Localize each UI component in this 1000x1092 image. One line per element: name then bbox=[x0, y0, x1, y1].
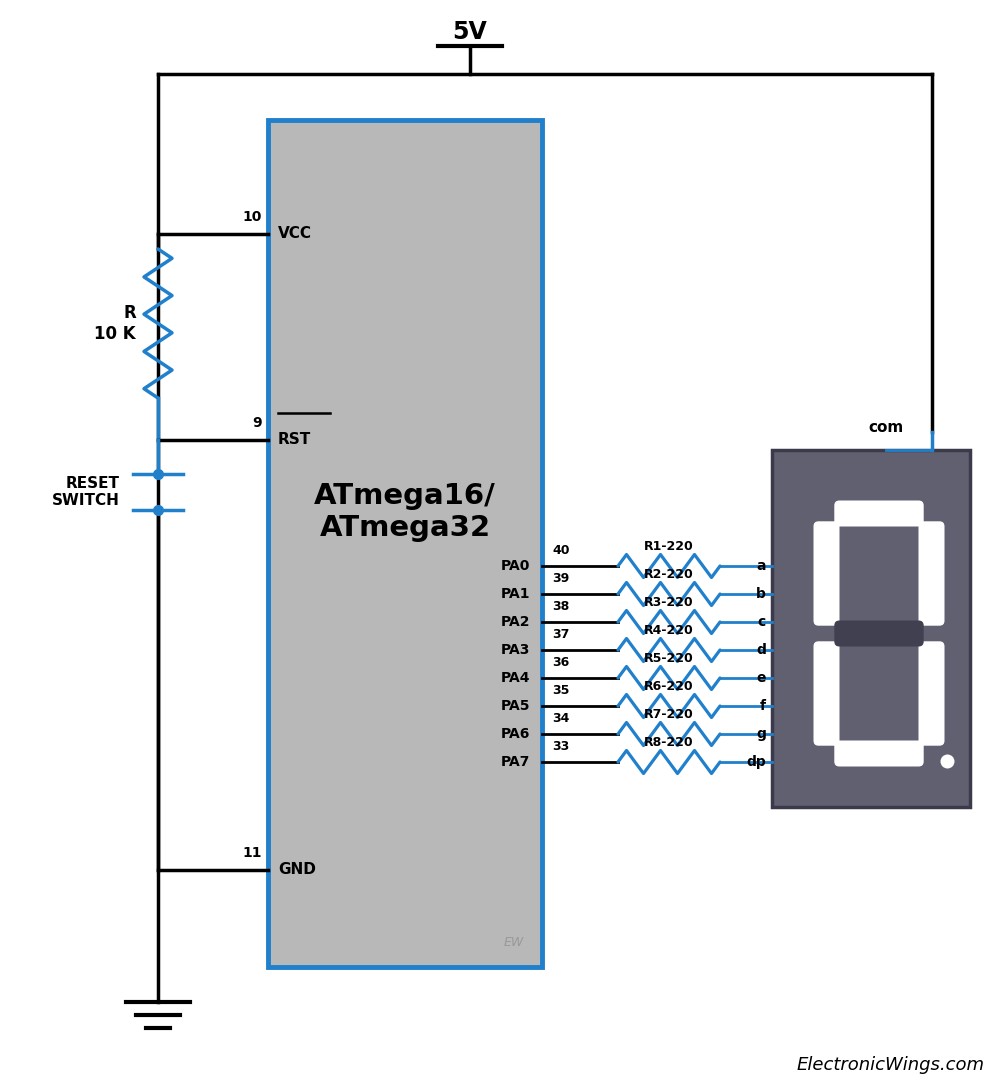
Text: PA5: PA5 bbox=[501, 699, 530, 713]
Text: PA7: PA7 bbox=[501, 755, 530, 769]
Text: R7-220: R7-220 bbox=[644, 708, 694, 721]
Text: 35: 35 bbox=[552, 684, 569, 697]
Text: R
10 K: R 10 K bbox=[94, 304, 136, 343]
Text: 11: 11 bbox=[242, 846, 262, 860]
Text: b: b bbox=[756, 587, 766, 601]
Text: com: com bbox=[868, 420, 904, 435]
Text: R4-220: R4-220 bbox=[644, 624, 694, 637]
Circle shape bbox=[940, 755, 954, 769]
Text: 38: 38 bbox=[552, 600, 569, 613]
Text: c: c bbox=[758, 615, 766, 629]
Text: dp: dp bbox=[746, 755, 766, 769]
Text: d: d bbox=[756, 643, 766, 657]
Text: R5-220: R5-220 bbox=[644, 652, 694, 665]
Text: R1-220: R1-220 bbox=[644, 541, 694, 553]
Text: 9: 9 bbox=[252, 416, 262, 430]
Text: 33: 33 bbox=[552, 740, 569, 753]
Text: R3-220: R3-220 bbox=[644, 596, 694, 609]
FancyBboxPatch shape bbox=[813, 521, 839, 626]
Text: PA2: PA2 bbox=[501, 615, 530, 629]
FancyBboxPatch shape bbox=[813, 641, 839, 746]
Text: PA6: PA6 bbox=[501, 727, 530, 741]
FancyBboxPatch shape bbox=[918, 521, 944, 626]
Text: RESET
SWITCH: RESET SWITCH bbox=[52, 476, 120, 508]
Text: PA4: PA4 bbox=[501, 670, 530, 685]
Text: RST: RST bbox=[278, 432, 311, 448]
Text: g: g bbox=[756, 727, 766, 741]
Text: 10: 10 bbox=[243, 210, 262, 224]
Text: 37: 37 bbox=[552, 628, 569, 641]
Text: VCC: VCC bbox=[278, 226, 312, 241]
Text: ElectronicWings.com: ElectronicWings.com bbox=[797, 1056, 985, 1075]
Text: a: a bbox=[757, 559, 766, 573]
Bar bbox=[772, 450, 970, 807]
Text: R6-220: R6-220 bbox=[644, 680, 694, 693]
Text: EW: EW bbox=[504, 936, 524, 949]
Text: 34: 34 bbox=[552, 712, 569, 725]
Text: f: f bbox=[760, 699, 766, 713]
Text: e: e bbox=[757, 670, 766, 685]
Text: 5V: 5V bbox=[453, 20, 487, 44]
Text: R2-220: R2-220 bbox=[644, 568, 694, 581]
Text: 39: 39 bbox=[552, 572, 569, 585]
FancyBboxPatch shape bbox=[834, 500, 924, 526]
FancyBboxPatch shape bbox=[918, 641, 944, 746]
Text: GND: GND bbox=[278, 863, 316, 878]
Text: R8-220: R8-220 bbox=[644, 736, 694, 749]
FancyBboxPatch shape bbox=[834, 620, 924, 646]
Text: PA0: PA0 bbox=[501, 559, 530, 573]
Text: ATmega16/
ATmega32: ATmega16/ ATmega32 bbox=[314, 482, 496, 543]
Bar bbox=[268, 120, 542, 968]
Text: PA1: PA1 bbox=[501, 587, 530, 601]
Text: 36: 36 bbox=[552, 656, 569, 669]
Text: 40: 40 bbox=[552, 544, 570, 557]
FancyBboxPatch shape bbox=[834, 740, 924, 767]
Text: PA3: PA3 bbox=[501, 643, 530, 657]
